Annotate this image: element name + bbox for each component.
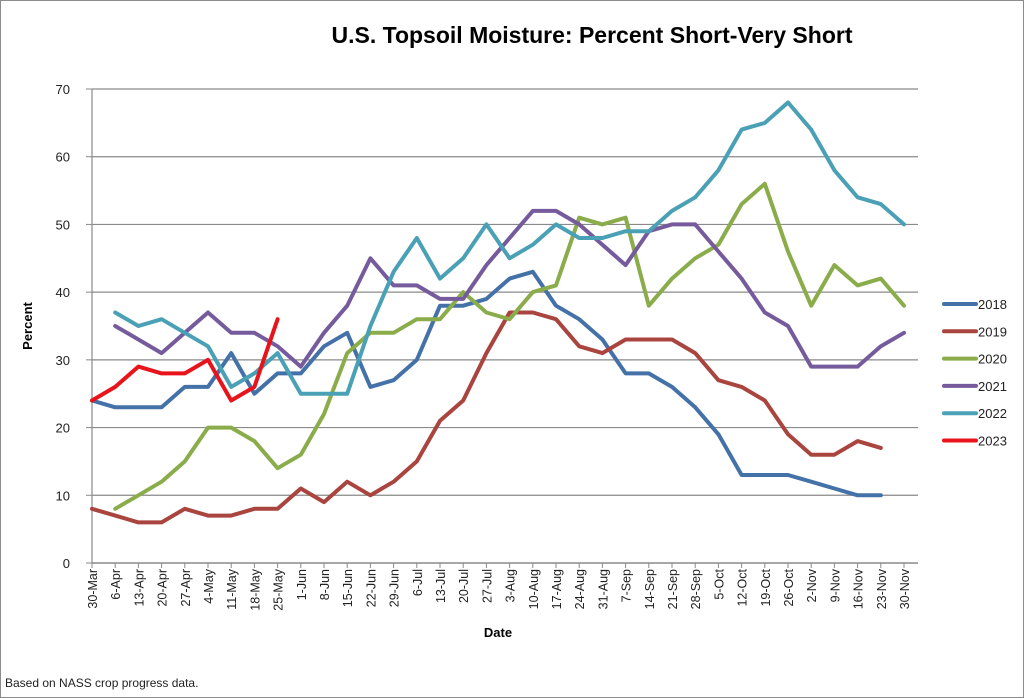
x-tick-label: 11-May <box>225 568 239 610</box>
legend-label-2019: 2019 <box>978 324 1007 339</box>
legend-label-2021: 2021 <box>978 379 1007 394</box>
x-tick-label: 6-Jul <box>411 569 425 596</box>
x-tick-label: 19-Oct <box>759 568 773 606</box>
x-tick-label: 5-Oct <box>712 568 726 599</box>
x-tick-label: 27-Apr <box>179 569 193 607</box>
footnote: Based on NASS crop progress data. <box>5 676 199 690</box>
chart-title: U.S. Topsoil Moisture: Percent Short-Ver… <box>332 22 853 48</box>
y-tick-label: 50 <box>56 217 70 232</box>
x-tick-label: 9-Nov <box>828 568 842 602</box>
x-tick-label: 24-Aug <box>573 569 587 609</box>
x-tick-label: 13-Jul <box>434 569 448 603</box>
series-line-2023 <box>90 317 280 403</box>
gridlines <box>92 88 918 496</box>
series-line-2020 <box>113 181 906 511</box>
x-axis: 30-Mar 6-Apr 13-Apr 20-Apr 27-Apr 4-May 11-May… <box>86 562 918 611</box>
x-tick-label: 1-Jun <box>295 569 309 600</box>
x-tick-label: 15-Jun <box>341 569 355 607</box>
y-tick-label: 20 <box>56 421 70 436</box>
series-line-2018 <box>90 269 883 498</box>
x-tick-label: 17-Aug <box>550 569 564 609</box>
x-tick-label: 22-Jun <box>364 569 378 607</box>
x-tick-label: 30-Mar <box>86 569 100 609</box>
x-tick-label: 10-Aug <box>527 569 541 609</box>
x-tick-label: 3-Aug <box>504 569 518 602</box>
x-tick-label: 29-Jun <box>388 569 402 607</box>
x-tick-label: 21-Sep <box>666 569 680 609</box>
x-tick-label: 20-Apr <box>156 569 170 607</box>
y-tick-label: 60 <box>56 150 70 165</box>
x-tick-label: 28-Sep <box>689 569 703 609</box>
x-tick-label: 20-Jul <box>457 569 471 603</box>
y-tick-label: 70 <box>56 82 70 97</box>
y-axis: 0 10 20 30 40 50 60 70 <box>56 82 93 571</box>
x-tick-label: 23-Nov <box>875 568 889 609</box>
x-tick-label: 25-May <box>272 568 286 610</box>
series-line-2021 <box>113 208 906 369</box>
x-tick-label: 27-Jul <box>480 569 494 603</box>
x-tick-label: 30-Nov <box>898 568 912 609</box>
y-tick-label: 10 <box>56 488 70 503</box>
x-tick-label: 18-May <box>248 568 262 610</box>
x-tick-label: 12-Oct <box>736 568 750 606</box>
legend-label-2023: 2023 <box>978 434 1007 449</box>
x-tick-label: 8-Jun <box>318 569 332 600</box>
series-lines <box>90 100 906 525</box>
y-tick-label: 30 <box>56 353 70 368</box>
y-axis-label: Percent <box>20 301 35 349</box>
legend-label-2018: 2018 <box>978 297 1007 312</box>
y-tick-label: 0 <box>63 556 70 571</box>
x-axis-label: Date <box>484 625 512 640</box>
series-line-2022 <box>113 100 906 396</box>
x-tick-label: 7-Sep <box>620 569 634 602</box>
legend: 2018 2019 2020 2021 2022 2023 <box>942 297 1007 449</box>
x-tick-label: 4-May <box>202 568 216 603</box>
x-tick-label: 26-Oct <box>782 568 796 606</box>
legend-label-2022: 2022 <box>978 406 1007 421</box>
x-tick-label: 2-Nov <box>805 568 819 602</box>
series-line-2019 <box>90 310 883 525</box>
x-tick-label: 6-Apr <box>109 569 123 600</box>
x-tick-label: 14-Sep <box>643 569 657 609</box>
y-tick-label: 40 <box>56 285 70 300</box>
x-tick-label: 16-Nov <box>852 568 866 609</box>
x-tick-label: 13-Apr <box>132 569 146 607</box>
x-tick-label: 31-Aug <box>596 569 610 609</box>
legend-label-2020: 2020 <box>978 352 1007 367</box>
